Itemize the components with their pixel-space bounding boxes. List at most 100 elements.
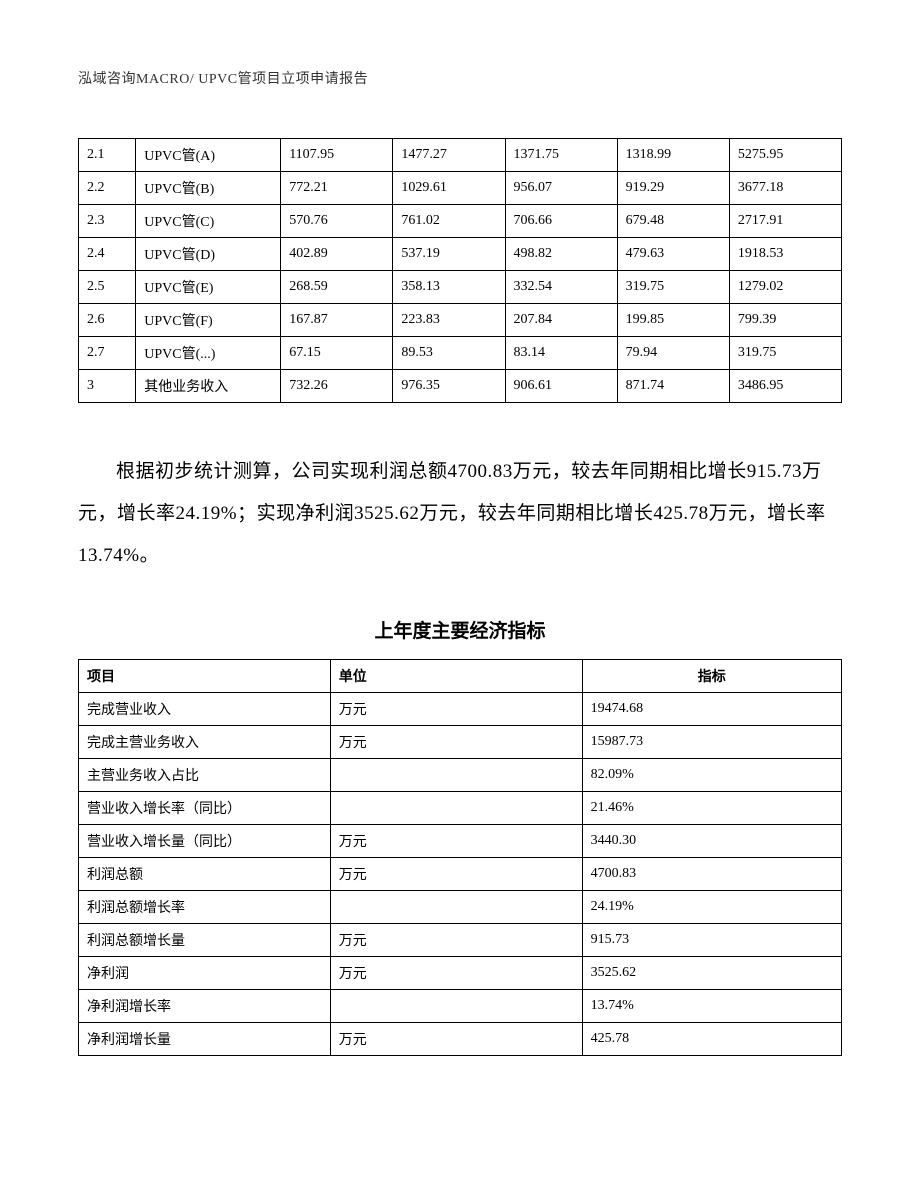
cell: 223.83: [393, 304, 505, 337]
table-row: 完成主营业务收入 万元 15987.73: [79, 726, 842, 759]
summary-paragraph: 根据初步统计测算，公司实现利润总额4700.83万元，较去年同期相比增长915.…: [78, 451, 842, 576]
cell: UPVC管(A): [136, 139, 281, 172]
table-row: 利润总额 万元 4700.83: [79, 858, 842, 891]
table-row: 营业收入增长量（同比） 万元 3440.30: [79, 825, 842, 858]
cell: 2.2: [79, 172, 136, 205]
cell: 万元: [330, 693, 582, 726]
cell: 万元: [330, 726, 582, 759]
table-row: 净利润增长率 13.74%: [79, 990, 842, 1023]
cell: 3525.62: [582, 957, 841, 990]
cell: 199.85: [617, 304, 729, 337]
cell: 915.73: [582, 924, 841, 957]
cell: 761.02: [393, 205, 505, 238]
cell: 2.7: [79, 337, 136, 370]
cell: 207.84: [505, 304, 617, 337]
cell: 2.5: [79, 271, 136, 304]
cell: 268.59: [281, 271, 393, 304]
table-row: 2.7 UPVC管(...) 67.15 89.53 83.14 79.94 3…: [79, 337, 842, 370]
cell: 83.14: [505, 337, 617, 370]
cell: 772.21: [281, 172, 393, 205]
cell: 1029.61: [393, 172, 505, 205]
cell: 706.66: [505, 205, 617, 238]
table-row: 3 其他业务收入 732.26 976.35 906.61 871.74 348…: [79, 370, 842, 403]
cell: 利润总额增长率: [79, 891, 331, 924]
cell: UPVC管(B): [136, 172, 281, 205]
table-row: 2.6 UPVC管(F) 167.87 223.83 207.84 199.85…: [79, 304, 842, 337]
cell: 1107.95: [281, 139, 393, 172]
cell: 3486.95: [729, 370, 841, 403]
cell: 919.29: [617, 172, 729, 205]
cell: 1318.99: [617, 139, 729, 172]
cell: 万元: [330, 1023, 582, 1056]
cell: 15987.73: [582, 726, 841, 759]
cell: 3677.18: [729, 172, 841, 205]
cell: 799.39: [729, 304, 841, 337]
table-row: 利润总额增长量 万元 915.73: [79, 924, 842, 957]
cell: UPVC管(F): [136, 304, 281, 337]
cell: 1279.02: [729, 271, 841, 304]
cell: 2.1: [79, 139, 136, 172]
cell: 1918.53: [729, 238, 841, 271]
cell: 332.54: [505, 271, 617, 304]
cell: 完成营业收入: [79, 693, 331, 726]
cell: 2.6: [79, 304, 136, 337]
cell: 利润总额: [79, 858, 331, 891]
cell: UPVC管(C): [136, 205, 281, 238]
cell: 完成主营业务收入: [79, 726, 331, 759]
cell: 1371.75: [505, 139, 617, 172]
table-row: 营业收入增长率（同比） 21.46%: [79, 792, 842, 825]
cell: 13.74%: [582, 990, 841, 1023]
table-header-row: 项目 单位 指标: [79, 660, 842, 693]
table-row: 利润总额增长率 24.19%: [79, 891, 842, 924]
cell: 679.48: [617, 205, 729, 238]
cell: 净利润: [79, 957, 331, 990]
cell: 425.78: [582, 1023, 841, 1056]
header-cell: 指标: [582, 660, 841, 693]
cell: [330, 990, 582, 1023]
table-row: 2.3 UPVC管(C) 570.76 761.02 706.66 679.48…: [79, 205, 842, 238]
cell: 4700.83: [582, 858, 841, 891]
cell: 82.09%: [582, 759, 841, 792]
cell: 498.82: [505, 238, 617, 271]
cell: 营业收入增长率（同比）: [79, 792, 331, 825]
page-header: 泓域咨询MACRO/ UPVC管项目立项申请报告: [78, 68, 842, 88]
cell: 537.19: [393, 238, 505, 271]
table-row: 主营业务收入占比 82.09%: [79, 759, 842, 792]
table-row: 2.2 UPVC管(B) 772.21 1029.61 956.07 919.2…: [79, 172, 842, 205]
cell: 79.94: [617, 337, 729, 370]
cell: 89.53: [393, 337, 505, 370]
cell: 19474.68: [582, 693, 841, 726]
table-row: 2.4 UPVC管(D) 402.89 537.19 498.82 479.63…: [79, 238, 842, 271]
cell: 净利润增长量: [79, 1023, 331, 1056]
cell: 479.63: [617, 238, 729, 271]
cell: 5275.95: [729, 139, 841, 172]
table2-head: 项目 单位 指标: [79, 660, 842, 693]
cell: 主营业务收入占比: [79, 759, 331, 792]
cell: 871.74: [617, 370, 729, 403]
header-cell: 项目: [79, 660, 331, 693]
table1-body: 2.1 UPVC管(A) 1107.95 1477.27 1371.75 131…: [79, 139, 842, 403]
cell: 万元: [330, 825, 582, 858]
cell: 万元: [330, 924, 582, 957]
cell: 167.87: [281, 304, 393, 337]
cell: 976.35: [393, 370, 505, 403]
cell: UPVC管(E): [136, 271, 281, 304]
cell: 358.13: [393, 271, 505, 304]
table-row: 2.1 UPVC管(A) 1107.95 1477.27 1371.75 131…: [79, 139, 842, 172]
cell: 2.3: [79, 205, 136, 238]
cell: 906.61: [505, 370, 617, 403]
cell: 3440.30: [582, 825, 841, 858]
cell: 万元: [330, 858, 582, 891]
table-row: 净利润 万元 3525.62: [79, 957, 842, 990]
cell: 利润总额增长量: [79, 924, 331, 957]
cell: UPVC管(D): [136, 238, 281, 271]
cell: [330, 759, 582, 792]
cell: 万元: [330, 957, 582, 990]
table-row: 2.5 UPVC管(E) 268.59 358.13 332.54 319.75…: [79, 271, 842, 304]
cell: 21.46%: [582, 792, 841, 825]
cell: 2717.91: [729, 205, 841, 238]
cell: [330, 891, 582, 924]
section-title: 上年度主要经济指标: [78, 616, 842, 643]
cell: 732.26: [281, 370, 393, 403]
cell: 1477.27: [393, 139, 505, 172]
